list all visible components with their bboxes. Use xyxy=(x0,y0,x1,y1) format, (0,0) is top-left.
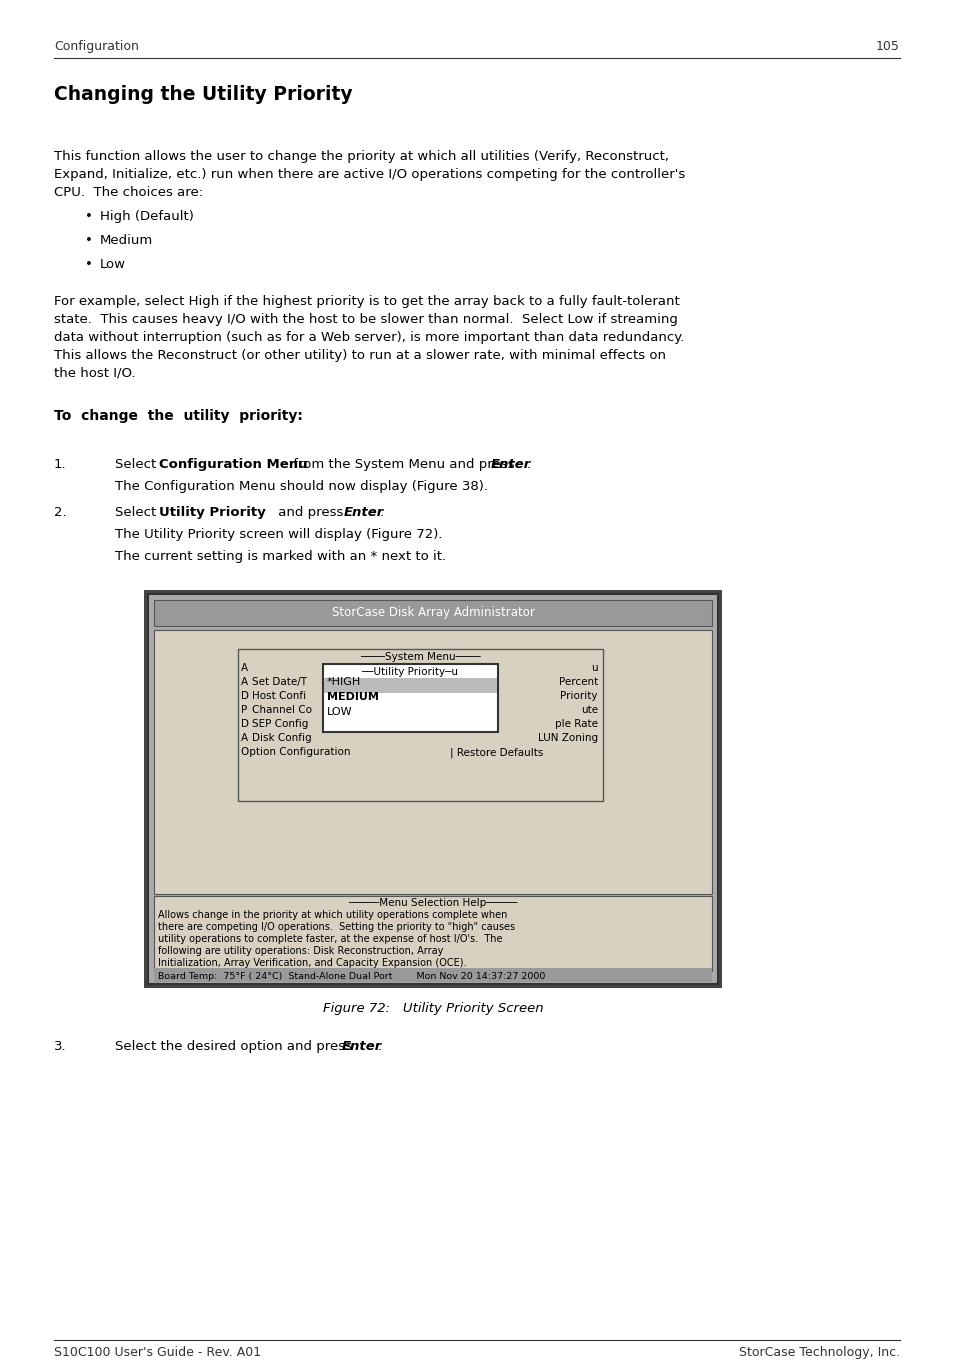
Text: •: • xyxy=(85,234,92,246)
Text: Select the desired option and press: Select the desired option and press xyxy=(115,1040,355,1053)
Text: Select: Select xyxy=(115,507,160,519)
Text: ──Utility Priority─u: ──Utility Priority─u xyxy=(361,667,458,678)
Text: StorCase Technology, Inc.: StorCase Technology, Inc. xyxy=(739,1346,899,1359)
Text: Expand, Initialize, etc.) run when there are active I/O operations competing for: Expand, Initialize, etc.) run when there… xyxy=(54,168,684,181)
Text: •: • xyxy=(85,209,92,223)
Text: *HIGH: *HIGH xyxy=(327,678,361,687)
Bar xyxy=(148,594,718,984)
Text: Disk Config: Disk Config xyxy=(252,732,312,743)
Text: Select: Select xyxy=(115,459,160,471)
Text: Percent: Percent xyxy=(558,678,598,687)
Text: The current setting is marked with an * next to it.: The current setting is marked with an * … xyxy=(115,550,446,563)
Text: utility operations to complete faster, at the expense of host I/O's.  The: utility operations to complete faster, a… xyxy=(158,934,502,945)
Text: .: . xyxy=(526,459,530,471)
Text: the host I/O.: the host I/O. xyxy=(54,367,135,381)
Text: A: A xyxy=(241,678,248,687)
Bar xyxy=(153,630,711,894)
Text: from the System Menu and press: from the System Menu and press xyxy=(289,459,517,471)
Bar xyxy=(153,895,711,971)
Text: ────System Menu────: ────System Menu──── xyxy=(359,652,479,663)
Text: Priority: Priority xyxy=(560,691,598,701)
Text: A: A xyxy=(241,732,248,743)
Text: StorCase Disk Array Administrator: StorCase Disk Array Administrator xyxy=(332,606,534,619)
Text: D: D xyxy=(241,691,249,701)
Bar xyxy=(153,600,711,626)
Bar xyxy=(323,664,497,732)
Text: 105: 105 xyxy=(875,40,899,53)
Text: Set Date/T: Set Date/T xyxy=(252,678,307,687)
Text: The Configuration Menu should now display (Figure 38).: The Configuration Menu should now displa… xyxy=(115,481,488,493)
Text: | Restore Defaults: | Restore Defaults xyxy=(450,747,543,757)
Text: Board Temp:  75°F ( 24°C)  Stand-Alone Dual Port        Mon Nov 20 14:37:27 2000: Board Temp: 75°F ( 24°C) Stand-Alone Dua… xyxy=(158,972,545,982)
Text: 3.: 3. xyxy=(54,1040,67,1053)
Text: following are utility operations: Disk Reconstruction, Array: following are utility operations: Disk R… xyxy=(158,946,443,956)
Bar xyxy=(324,678,497,693)
Text: u: u xyxy=(591,663,598,674)
Text: Enter: Enter xyxy=(343,507,383,519)
Text: LOW: LOW xyxy=(327,706,353,717)
Text: and press: and press xyxy=(274,507,348,519)
Text: ute: ute xyxy=(580,705,598,715)
Text: there are competing I/O operations.  Setting the priority to "high" causes: there are competing I/O operations. Sett… xyxy=(158,921,515,932)
Text: High (Default): High (Default) xyxy=(100,209,193,223)
Text: Low: Low xyxy=(100,257,126,271)
Text: •: • xyxy=(85,257,92,271)
Text: 2.: 2. xyxy=(54,507,67,519)
Text: Configuration: Configuration xyxy=(54,40,139,53)
Text: Initialization, Array Verification, and Capacity Expansion (OCE).: Initialization, Array Verification, and … xyxy=(158,958,466,968)
Text: ─────Menu Selection Help─────: ─────Menu Selection Help───── xyxy=(348,898,517,908)
Text: This function allows the user to change the priority at which all utilities (Ver: This function allows the user to change … xyxy=(54,151,668,163)
Text: .: . xyxy=(379,507,383,519)
Text: ple Rate: ple Rate xyxy=(555,719,598,730)
Text: Configuration Menu: Configuration Menu xyxy=(159,459,308,471)
Text: Allows change in the priority at which utility operations complete when: Allows change in the priority at which u… xyxy=(158,910,507,920)
Text: .: . xyxy=(377,1040,381,1053)
Text: Option Configuration: Option Configuration xyxy=(241,747,350,757)
Text: SEP Config: SEP Config xyxy=(252,719,308,730)
Bar xyxy=(237,649,602,801)
Text: S10C100 User's Guide - Rev. A01: S10C100 User's Guide - Rev. A01 xyxy=(54,1346,261,1359)
Text: P: P xyxy=(241,705,247,715)
Text: Enter: Enter xyxy=(341,1040,381,1053)
Text: Channel Co: Channel Co xyxy=(252,705,312,715)
Text: MEDIUM: MEDIUM xyxy=(327,691,378,702)
Text: To  change  the  utility  priority:: To change the utility priority: xyxy=(54,409,302,423)
Text: Utility Priority: Utility Priority xyxy=(159,507,266,519)
Text: CPU.  The choices are:: CPU. The choices are: xyxy=(54,186,203,199)
Text: data without interruption (such as for a Web server), is more important than dat: data without interruption (such as for a… xyxy=(54,331,683,344)
Text: state.  This causes heavy I/O with the host to be slower than normal.  Select Lo: state. This causes heavy I/O with the ho… xyxy=(54,314,678,326)
Text: For example, select High if the highest priority is to get the array back to a f: For example, select High if the highest … xyxy=(54,294,679,308)
Bar xyxy=(153,968,711,982)
Text: Changing the Utility Priority: Changing the Utility Priority xyxy=(54,85,353,104)
Text: A: A xyxy=(241,663,248,674)
Text: D: D xyxy=(241,719,249,730)
Text: Enter: Enter xyxy=(490,459,530,471)
Text: Medium: Medium xyxy=(100,234,153,246)
Text: Host Confi: Host Confi xyxy=(252,691,306,701)
Bar xyxy=(144,590,721,988)
Text: 1.: 1. xyxy=(54,459,67,471)
Text: Figure 72:   Utility Priority Screen: Figure 72: Utility Priority Screen xyxy=(322,1002,543,1014)
Text: LUN Zoning: LUN Zoning xyxy=(537,732,598,743)
Text: The Utility Priority screen will display (Figure 72).: The Utility Priority screen will display… xyxy=(115,528,442,541)
Text: This allows the Reconstruct (or other utility) to run at a slower rate, with min: This allows the Reconstruct (or other ut… xyxy=(54,349,665,361)
